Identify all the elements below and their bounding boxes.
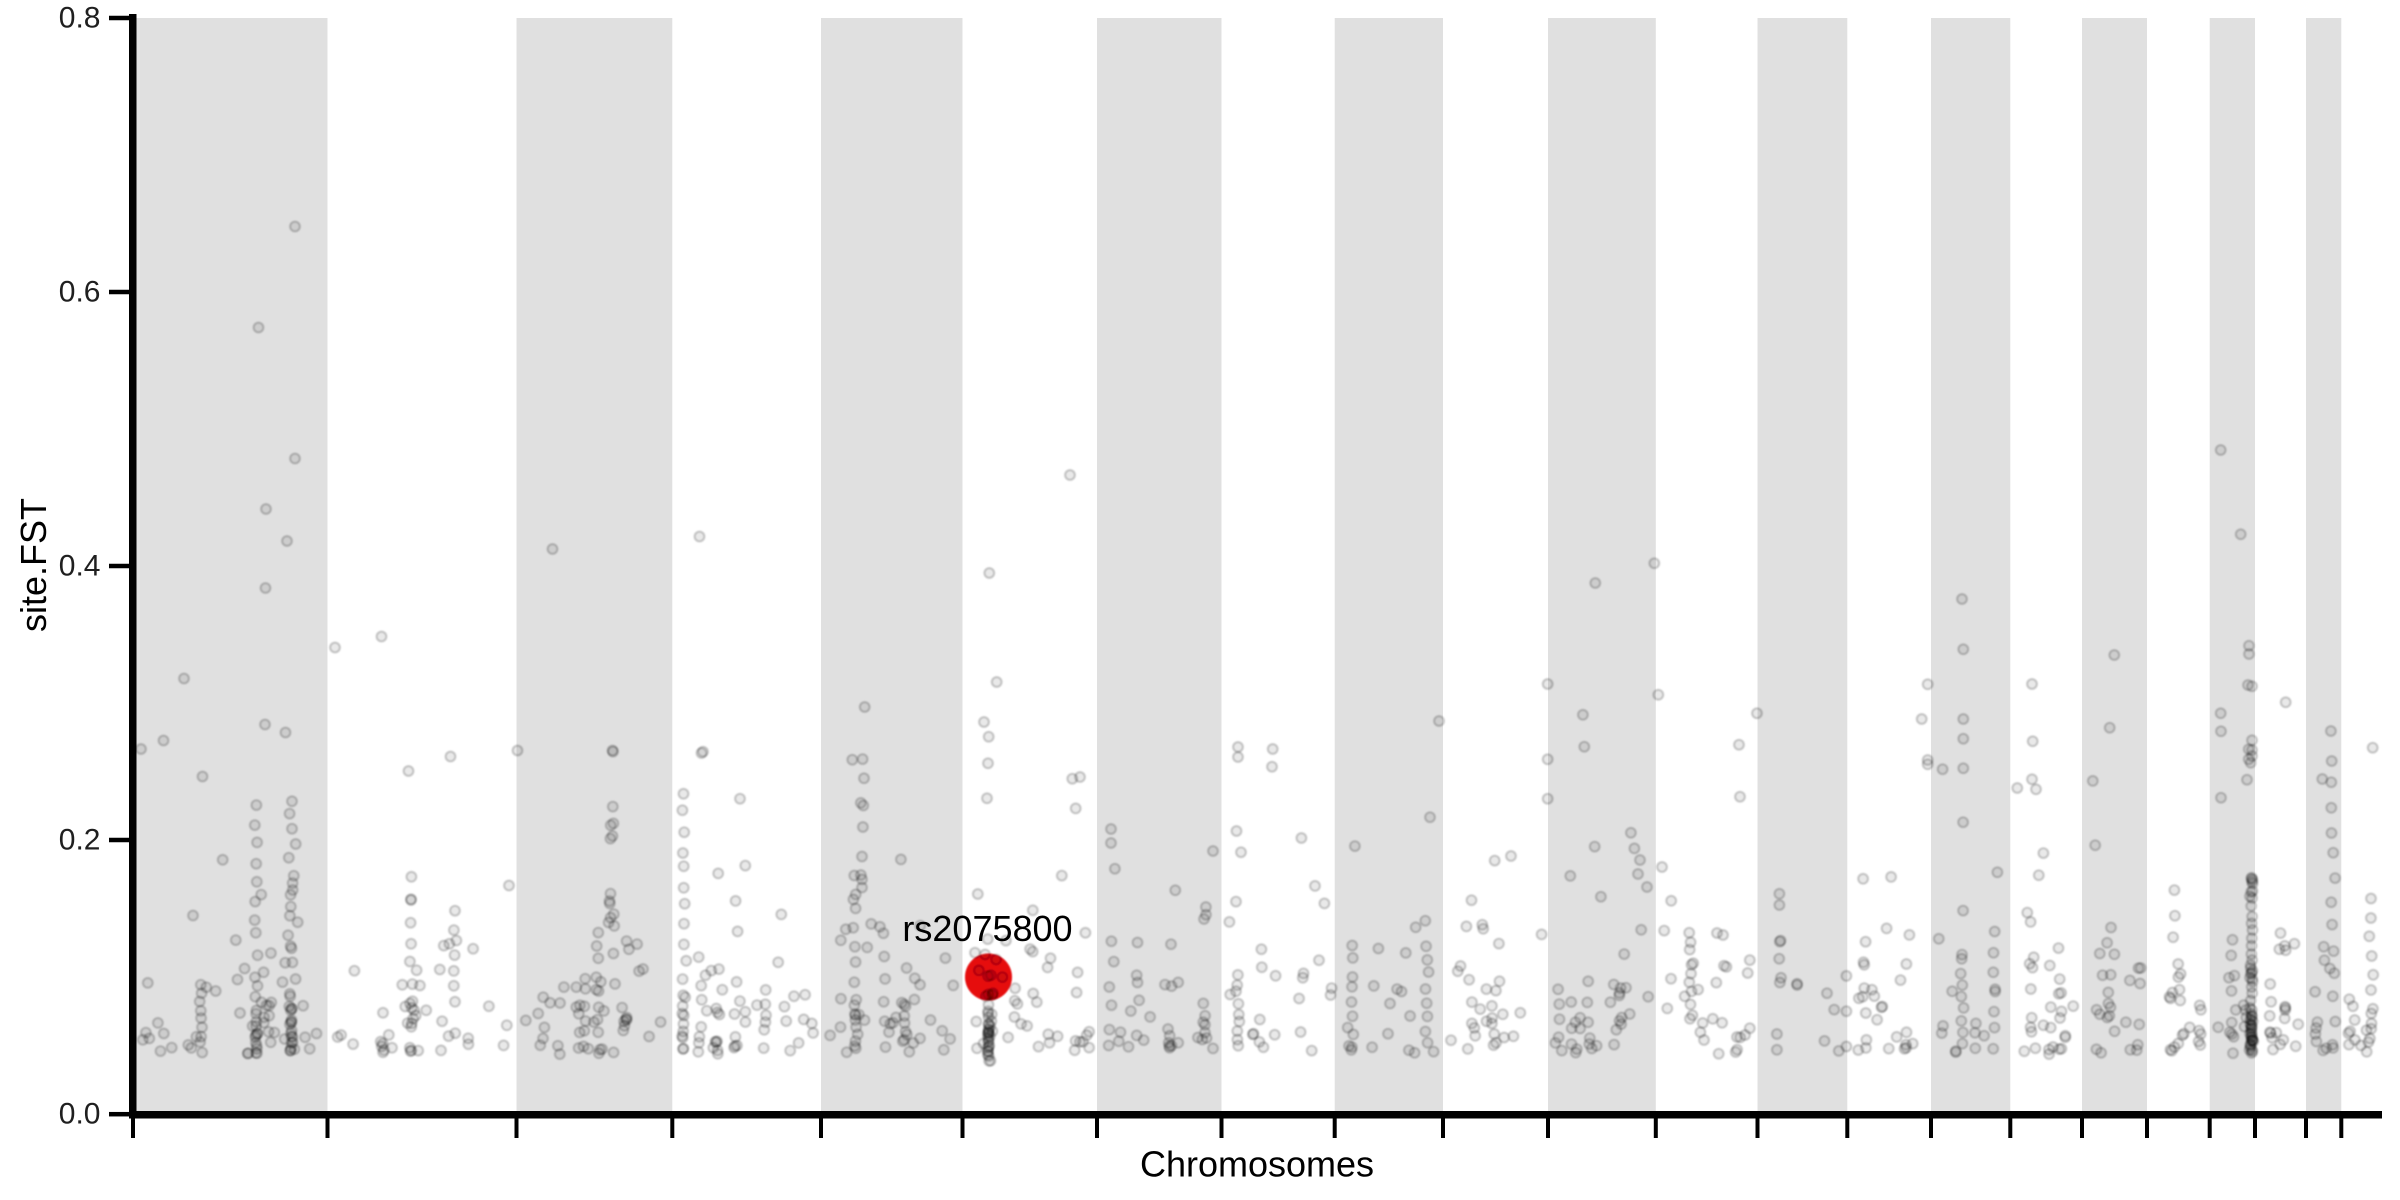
svg-text:0.4: 0.4 xyxy=(59,550,101,583)
svg-text:site.FST: site.FST xyxy=(13,498,54,632)
svg-text:0.6: 0.6 xyxy=(59,276,101,309)
svg-text:0.8: 0.8 xyxy=(59,2,101,35)
svg-text:rs2075800: rs2075800 xyxy=(902,908,1072,949)
svg-text:0.0: 0.0 xyxy=(59,1098,101,1131)
svg-text:0.2: 0.2 xyxy=(59,824,101,857)
svg-text:Chromosomes: Chromosomes xyxy=(1140,1144,1374,1185)
